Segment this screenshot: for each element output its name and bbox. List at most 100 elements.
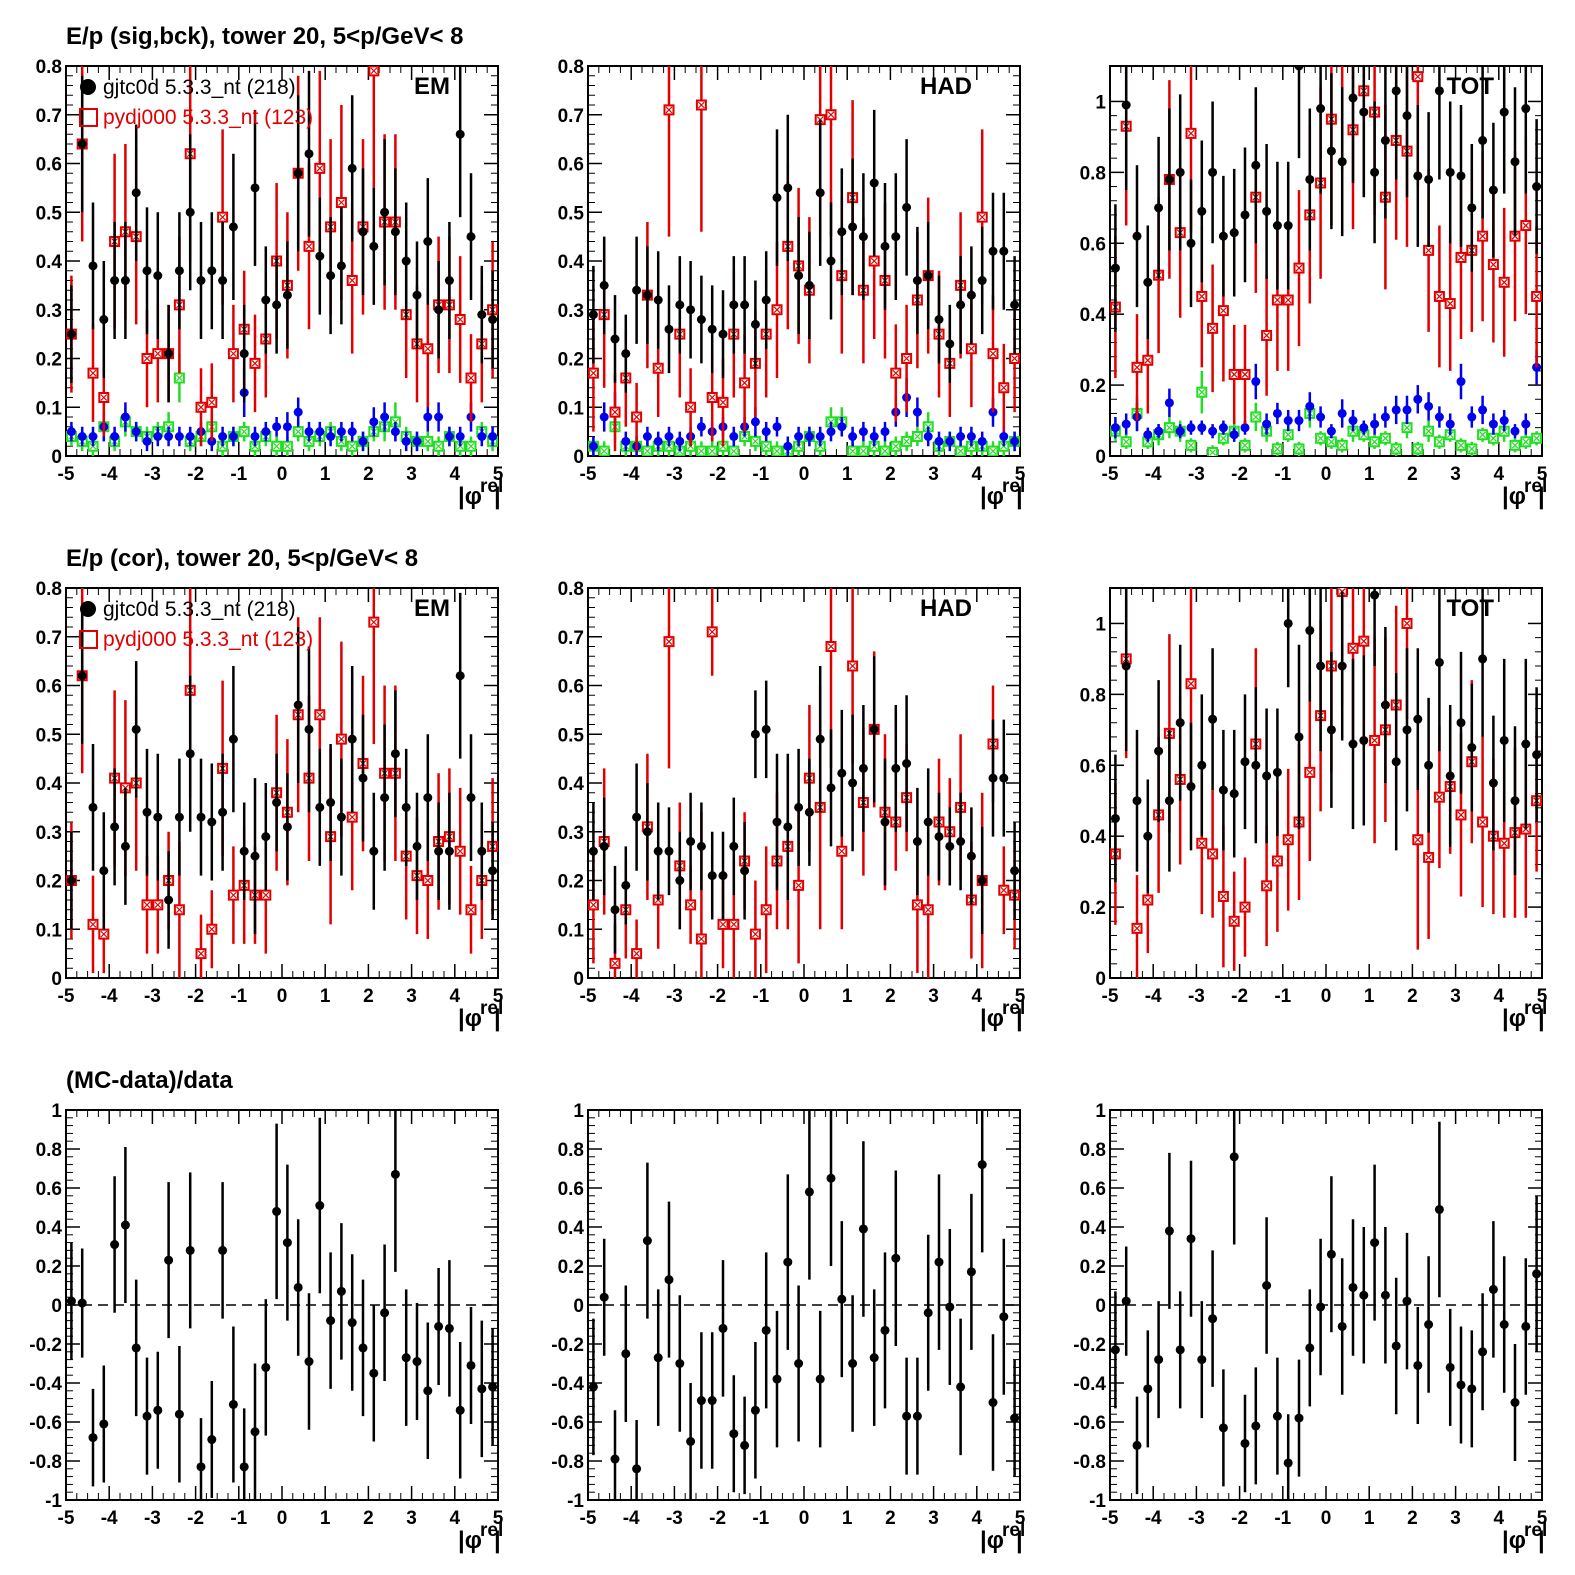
data-layer — [588, 66, 1020, 456]
data-point-filled — [664, 432, 674, 441]
data-point-filled — [869, 178, 879, 188]
data-point-filled — [77, 139, 87, 149]
x-tick-label: -1 — [230, 986, 247, 1007]
data-point-filled — [599, 1292, 609, 1302]
data-point-filled — [1445, 167, 1455, 177]
x-tick-label: 3 — [1450, 1508, 1461, 1529]
data-point-filled — [1380, 1290, 1390, 1300]
data-point-filled — [218, 276, 228, 285]
y-tick-label: -0.4 — [551, 1374, 584, 1395]
point-cross — [273, 442, 281, 450]
data-point-filled — [869, 1353, 879, 1363]
point-cross — [1000, 886, 1008, 894]
legend: gjtc0d 5.3.3_nt (218) pydj000 5.3.3_nt (1… — [79, 598, 313, 651]
data-point-filled — [282, 822, 292, 832]
point-cross — [633, 950, 641, 958]
data-point-filled — [1197, 206, 1207, 216]
legend-marker-mc — [79, 108, 98, 127]
data-point-filled — [315, 802, 325, 812]
data-point-filled — [444, 432, 454, 441]
y-tick-label: 0.8 — [36, 1140, 62, 1161]
data-point-filled — [228, 222, 238, 232]
data-point-filled — [1370, 1238, 1380, 1248]
x-tick-label: -4 — [623, 986, 640, 1007]
data-point-filled — [1456, 377, 1466, 387]
data-point-filled — [99, 866, 109, 876]
y-tick-label: 0.6 — [1080, 234, 1106, 255]
point-cross — [1500, 278, 1508, 286]
data-point-filled — [1521, 104, 1531, 114]
y-tick-label: 0.5 — [36, 203, 63, 224]
point-cross — [424, 877, 432, 884]
y-tick-label: 0 — [573, 447, 584, 468]
point-cross — [1522, 438, 1530, 446]
data-point-filled — [272, 1206, 282, 1216]
data-point-filled — [315, 251, 325, 261]
point-cross — [1198, 388, 1206, 396]
data-point-filled — [77, 1298, 87, 1308]
data-point-filled — [77, 671, 87, 681]
y-tick-label: 0.6 — [1080, 1179, 1106, 1200]
x-tick-label: 2 — [363, 464, 374, 485]
point-cross — [1522, 222, 1530, 229]
data-point-filled — [1121, 419, 1131, 429]
data-point-filled — [88, 802, 98, 812]
data-point-filled — [1121, 1296, 1131, 1306]
data-layer — [588, 1110, 1020, 1500]
data-point-filled — [1413, 1360, 1423, 1370]
data-layer — [1110, 1110, 1542, 1500]
data-point-filled — [815, 1374, 825, 1384]
point-cross — [1219, 307, 1227, 315]
data-point-filled — [142, 807, 152, 817]
point-cross — [305, 242, 313, 250]
point-cross — [1198, 293, 1206, 300]
y-tick-label: 0.8 — [558, 579, 584, 600]
x-axis-label: |φ — [458, 1005, 482, 1032]
data-point-filled — [653, 846, 663, 856]
legend-marker-mc — [79, 630, 98, 649]
data-point-filled — [369, 846, 379, 856]
data-point-filled — [912, 1411, 922, 1421]
data-point-filled — [1532, 1269, 1542, 1279]
data-point-filled — [1143, 430, 1153, 440]
y-tick-label: -0.4 — [1073, 1374, 1106, 1395]
point-cross — [719, 398, 727, 406]
data-point-filled — [1424, 1320, 1434, 1329]
data-point-filled — [923, 1308, 933, 1318]
data-point-filled — [729, 432, 739, 441]
y-tick-label: -0.4 — [29, 1374, 62, 1395]
point-cross — [456, 847, 464, 855]
data-point-filled — [196, 812, 206, 822]
point-cross — [1457, 441, 1465, 449]
data-point-filled — [250, 1427, 260, 1437]
y-tick-label: 0.1 — [36, 398, 63, 419]
data-point-filled — [675, 1359, 685, 1368]
y-tick-label: 1 — [573, 1101, 584, 1122]
data-point-filled — [1391, 757, 1401, 767]
data-point-filled — [675, 876, 685, 885]
data-point-filled — [1110, 263, 1120, 273]
data-point-filled — [696, 422, 706, 432]
x-tick-label: -5 — [1102, 986, 1119, 1007]
data-point-filled — [858, 763, 868, 773]
data-point-filled — [358, 773, 368, 783]
data-point-filled — [1208, 1314, 1218, 1324]
data-point-filled — [686, 837, 696, 846]
point-cross — [1241, 441, 1249, 449]
data-point-filled — [826, 256, 836, 266]
point-cross — [1403, 620, 1411, 627]
data-point-filled — [1283, 1458, 1293, 1468]
data-point-filled — [869, 724, 879, 734]
data-point-filled — [1208, 426, 1218, 436]
data-point-filled — [164, 349, 174, 359]
point-cross — [1392, 445, 1400, 453]
data-point-filled — [1240, 757, 1250, 767]
y-tick-label: 0.8 — [1080, 685, 1106, 706]
data-point-filled — [1488, 778, 1498, 788]
data-point-filled — [1294, 732, 1304, 742]
data-point-filled — [412, 436, 422, 446]
data-layer — [66, 1110, 498, 1500]
x-tick-label: -4 — [101, 1508, 118, 1529]
data-point-filled — [1010, 300, 1020, 310]
data-point-filled — [621, 1349, 631, 1359]
